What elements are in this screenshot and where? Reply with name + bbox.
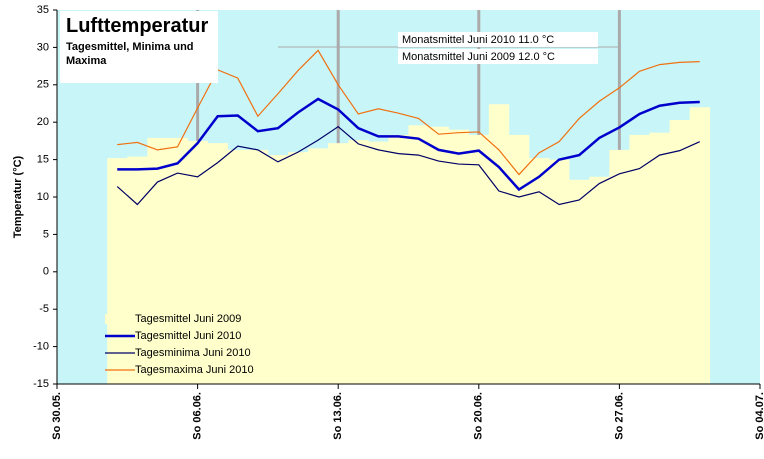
annotation: Monatsmittel Juni 2010 11.0 °C <box>402 34 554 46</box>
bar <box>247 149 269 384</box>
bar <box>287 152 309 384</box>
bar <box>589 176 610 384</box>
bar <box>569 179 590 384</box>
y-tick-label: -15 <box>33 378 49 390</box>
bar <box>107 158 128 384</box>
x-tick-label: So 04.07. <box>754 392 764 440</box>
bar <box>227 149 249 384</box>
y-tick-label: 25 <box>37 79 49 91</box>
y-tick-label: 30 <box>37 41 49 53</box>
annotation-bg <box>398 49 598 64</box>
bar <box>408 125 429 384</box>
x-tick-label: So 30.05. <box>51 392 63 440</box>
y-tick-label: 0 <box>43 266 49 278</box>
chart-subtitle: Tagesmittel, Minima und Maxima <box>66 41 194 67</box>
bar <box>428 126 449 385</box>
y-tick-label: 35 <box>37 4 49 16</box>
bar <box>388 134 409 384</box>
bar <box>629 134 650 384</box>
annotation: Monatsmittel Juni 2009 12.0 °C <box>402 51 555 63</box>
legend-label: Tagesmaxima Juni 2010 <box>135 364 254 376</box>
bar <box>649 132 670 384</box>
bar <box>689 107 711 385</box>
bar <box>368 141 389 384</box>
y-tick-label: 10 <box>37 191 49 203</box>
annotation-bg <box>398 32 598 47</box>
y-tick-label: 20 <box>37 116 49 128</box>
line-series <box>117 97 700 192</box>
bar <box>207 143 229 384</box>
bar <box>187 140 208 384</box>
bar <box>267 155 289 384</box>
x-tick-label: So 06.06. <box>192 392 204 440</box>
y-tick-label: 15 <box>37 154 49 166</box>
legend-label: Tagesmittel Juni 2010 <box>135 330 241 342</box>
y-axis-label: Temperatur (°C) <box>12 155 24 238</box>
bar <box>529 158 550 384</box>
bar <box>348 140 369 384</box>
legend-swatch <box>105 314 135 324</box>
y-tick-label: 5 <box>43 228 49 240</box>
legend-label: Tagesmittel Juni 2009 <box>135 313 241 325</box>
bar <box>167 137 188 384</box>
bar <box>669 119 690 385</box>
title-box: Lufttemperatur Tagesmittel, Minima und M… <box>60 11 218 83</box>
x-tick-label: So 20.06. <box>473 392 485 440</box>
bar <box>448 129 470 384</box>
bar <box>468 134 490 384</box>
bar <box>609 149 630 384</box>
x-tick-label: So 27.06. <box>613 392 625 440</box>
bar <box>147 137 168 384</box>
bar <box>308 148 329 384</box>
y-tick-label: -10 <box>33 341 49 353</box>
line-series <box>116 125 700 206</box>
bar <box>488 104 510 385</box>
bar <box>328 143 349 384</box>
chart-title: Lufttemperatur <box>66 15 209 37</box>
bar <box>549 159 570 384</box>
x-tick-label: So 13.06. <box>332 392 344 440</box>
bar <box>127 156 148 384</box>
bar <box>508 134 530 384</box>
y-tick-label: -5 <box>39 303 49 315</box>
legend-label: Tagesminima Juni 2010 <box>135 347 251 359</box>
